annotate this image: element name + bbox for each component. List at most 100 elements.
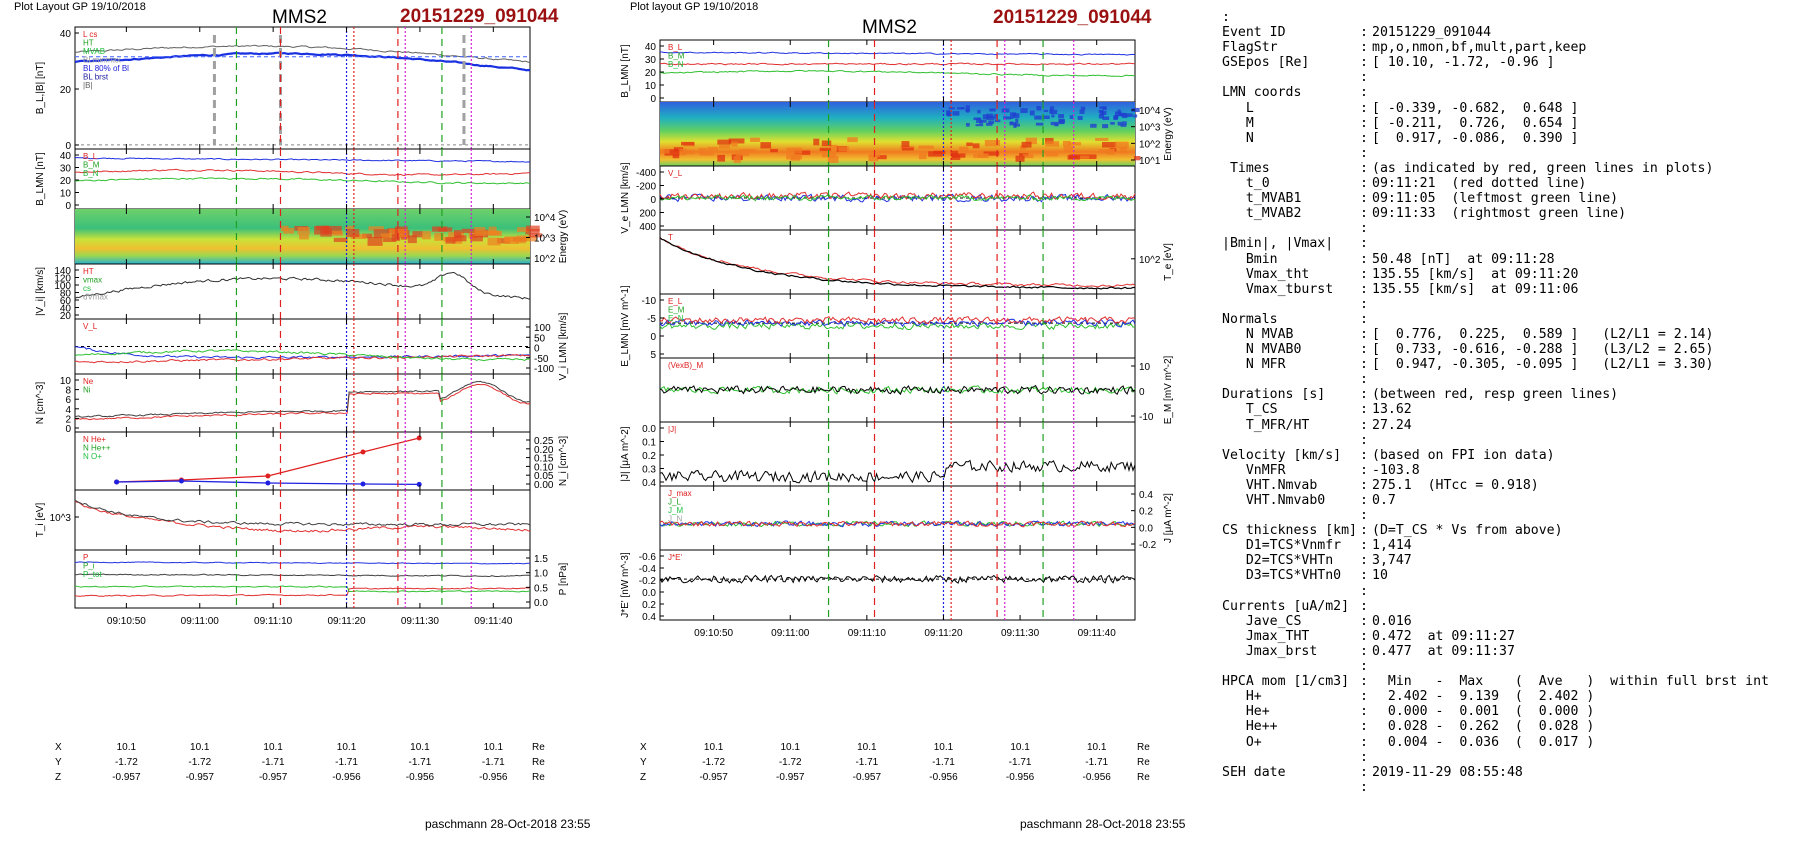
B-M-series — [660, 62, 1136, 66]
coord-value: -0.957 — [186, 772, 215, 783]
info-row: : — [1222, 584, 1792, 599]
info-colon: : — [1352, 130, 1368, 146]
coord-row-label: X — [640, 742, 647, 753]
JE-series — [659, 574, 1136, 584]
He2-point — [416, 435, 422, 441]
legend-entry: Ni — [83, 386, 91, 395]
spectrogram-noise — [1050, 109, 1058, 115]
legend-entry: B_N — [668, 60, 684, 69]
spectrogram-hotspot — [453, 230, 462, 238]
legend-entry: J_N — [668, 515, 682, 524]
legend-entry: B_M — [668, 52, 685, 61]
y-tick-label: 10 — [60, 189, 72, 200]
info-key: FlagStr — [1222, 40, 1278, 56]
info-row: : — [1222, 780, 1792, 795]
spectrogram-noise — [952, 111, 960, 116]
legend-entry: BLminmax — [83, 56, 121, 65]
O-point — [265, 480, 271, 486]
spectrogram-hotspot — [959, 146, 969, 152]
coord-value: -1.72 — [115, 757, 138, 768]
info-colon: : — [1352, 764, 1368, 780]
footer-mid: paschmann 28-Oct-2018 23:55 — [1020, 817, 1186, 831]
spectrogram-noise — [1035, 122, 1044, 126]
info-row: : — [1222, 508, 1792, 523]
info-value: 13.62 — [1372, 402, 1412, 418]
y-tick-label: 0 — [650, 332, 656, 343]
info-colon: : — [1352, 538, 1368, 554]
legend-entry: B_N — [83, 169, 99, 178]
y-tick-label: 100 — [54, 281, 71, 292]
y-axis-label: |J| [μA m^-2] — [620, 426, 631, 481]
info-row: H+ : 2.402 - 9.139 ( 2.402 ) — [1222, 689, 1792, 704]
coord-value: 10.1 — [781, 742, 801, 753]
y-tick-label: 0.1 — [642, 438, 656, 449]
time-tick-label: 09:11:00 — [771, 628, 810, 639]
info-row: VHT.Nmvab :275.1 (HTcc = 0.918) — [1222, 478, 1792, 493]
y-tick-label: 140 — [54, 266, 71, 277]
info-key: Normals — [1222, 311, 1278, 327]
spectrogram-hotspot — [1068, 142, 1081, 146]
spectrogram-hotspot — [664, 149, 680, 156]
spectrogram-noise — [1051, 114, 1055, 118]
coord-value: -1.71 — [409, 757, 432, 768]
B-L-series — [659, 51, 1136, 56]
spectrogram-noise — [1049, 106, 1055, 111]
spectrogram-hotspot — [682, 150, 696, 155]
Ve-N-series — [659, 194, 1136, 202]
coord-row-label: X — [55, 742, 62, 753]
spectrogram-noise — [1020, 108, 1028, 113]
info-value: [ 0.917, -0.086, 0.390 ] — [1372, 130, 1579, 146]
info-colon: : — [1352, 447, 1368, 463]
info-colon: : — [1352, 659, 1368, 675]
y-tick-label: -0.6 — [639, 552, 657, 563]
panel-frame — [74, 26, 531, 150]
y-tick-label-right: 0.20 — [534, 445, 554, 456]
coord-value: -1.71 — [482, 757, 505, 768]
legend-entry: J_max — [668, 489, 692, 498]
spectrogram-hotspot — [1022, 153, 1034, 159]
info-key: T_MFR/HT — [1222, 417, 1310, 433]
info-row: CS thickness [km] : (D=T_CS * Vs from abo… — [1222, 523, 1792, 538]
spectrogram-noise — [986, 113, 994, 119]
info-colon: : — [1352, 734, 1368, 750]
y-tick-label: 0.0 — [642, 424, 656, 435]
info-colon: : — [1352, 493, 1368, 508]
y-tick-label: 0.2 — [642, 451, 656, 462]
info-value: (as indicated by red, green lines in plo… — [1372, 160, 1714, 176]
B-L-line — [74, 51, 531, 72]
info-key: Jave_CS — [1222, 613, 1302, 629]
y-axis-label-right: V_i LMN [km/s] — [558, 312, 569, 380]
info-value: 0.7 — [1372, 493, 1396, 508]
info-value: 0.472 at 09:11:27 — [1372, 628, 1515, 644]
info-key: HPCA mom [1/cm3] — [1222, 674, 1350, 690]
info-key: t_MVAB2 — [1222, 206, 1302, 222]
info-key: D2=TCS*VHTn — [1222, 553, 1334, 569]
spectrogram-hotspot — [735, 150, 750, 157]
y-tick-label: 10 — [60, 376, 72, 387]
spectrogram-noise — [1014, 123, 1020, 127]
spectrogram-hotspot — [445, 237, 456, 244]
spectrogram-hotspot — [1015, 155, 1025, 162]
spectrogram-hotspot — [437, 227, 453, 232]
info-colon: : — [1352, 508, 1368, 524]
J-M-series — [659, 520, 1136, 528]
info-row: Times : (as indicated by red, green lines… — [1222, 161, 1792, 176]
panel-left_panels-6: N_i [cm^-3] 0.250.200.150.100.050.00 N He+… — [74, 431, 569, 491]
spectrogram-noise — [946, 111, 952, 115]
spectrogram-hotspot — [719, 144, 731, 149]
info-value: [ 10.10, -1.72, -0.96 ] — [1372, 55, 1555, 71]
y-tick-label: 0 — [650, 94, 656, 105]
y-axis-label: N [cm^-3] — [35, 382, 46, 425]
coord-value: 10.1 — [410, 742, 430, 753]
legend-entry: J*E' — [668, 553, 682, 562]
info-value: (between red, resp green lines) — [1372, 387, 1619, 403]
spectrogram-noise — [1069, 115, 1074, 119]
info-row: : — [1222, 146, 1792, 161]
info-row: Vmax_tht :135.55 [km/s] at 09:11:20 — [1222, 267, 1792, 282]
info-key: VnMFR — [1222, 462, 1286, 478]
legend-entry: T — [668, 233, 673, 242]
spectrogram-noise — [1117, 109, 1121, 114]
spectrogram-hotspot — [283, 227, 295, 234]
